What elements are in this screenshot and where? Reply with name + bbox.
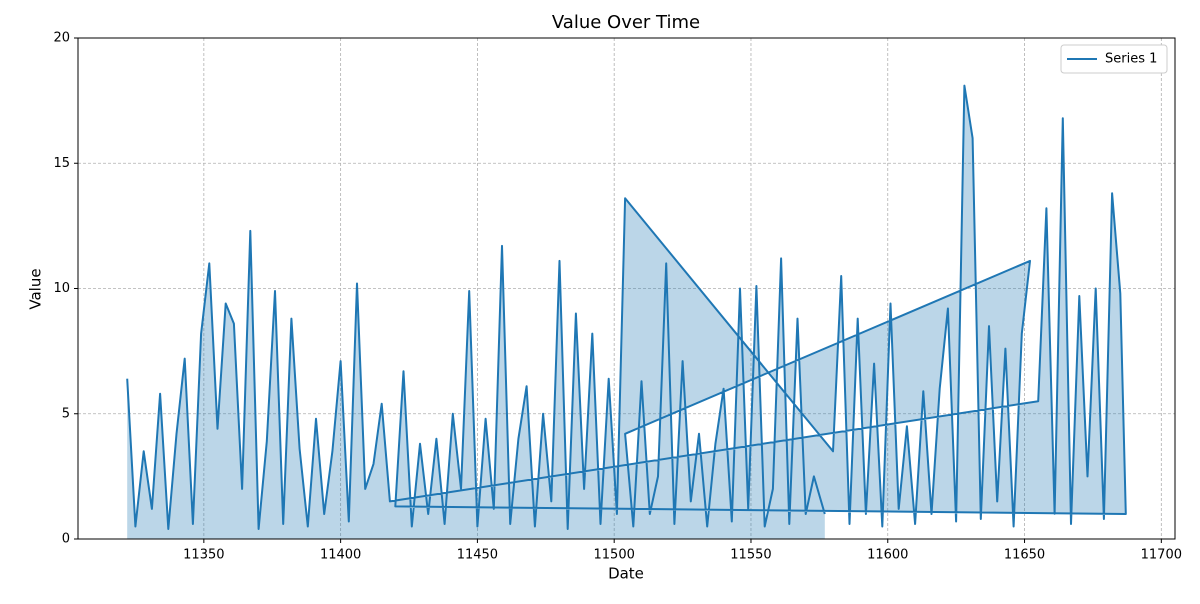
legend-label: Series 1 <box>1105 52 1157 67</box>
y-axis-label: Value <box>27 268 45 309</box>
x-tick-label: 11400 <box>320 548 361 563</box>
y-tick-label: 15 <box>53 156 70 171</box>
chart-title: Value Over Time <box>552 12 700 33</box>
y-tick-label: 5 <box>62 406 70 421</box>
legend-box <box>1060 44 1168 74</box>
x-tick-label: 11500 <box>594 548 635 563</box>
x-tick-label: 11450 <box>457 548 498 563</box>
x-tick-label: 11350 <box>183 548 224 563</box>
line <box>126 84 1127 530</box>
x-tick-label: 11650 <box>1004 548 1045 563</box>
x-tick-label: 11600 <box>867 548 908 563</box>
y-tick-label: 20 <box>53 31 70 46</box>
y-tick-label: 10 <box>53 281 70 296</box>
y-tick-label: 0 <box>62 532 70 547</box>
plot-frame <box>77 37 1176 540</box>
area <box>127 85 1126 539</box>
x-tick-label: 11550 <box>730 548 771 563</box>
x-tick-label: 11700 <box>1141 548 1182 563</box>
x-axis-label: Date <box>608 565 644 583</box>
